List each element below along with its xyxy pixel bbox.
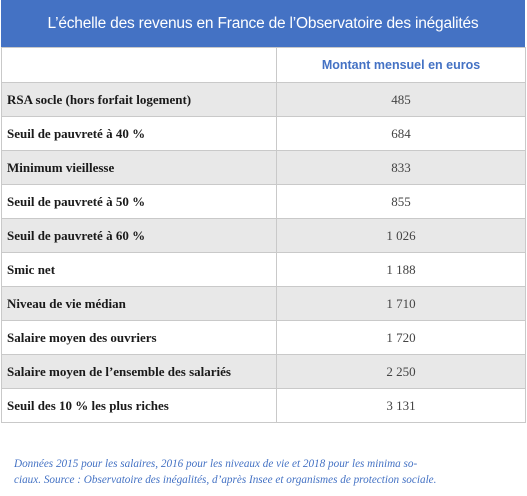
table-row: Smic net 1 188 — [1, 252, 526, 287]
footnote-line: Données 2015 pour les salaires, 2016 pou… — [14, 458, 418, 470]
table-row: Salaire moyen des ouvriers 1 720 — [1, 320, 526, 355]
row-label: Seuil de pauvreté à 60 % — [1, 218, 277, 253]
row-value: 1 188 — [276, 252, 526, 287]
row-value: 855 — [276, 184, 526, 219]
footnote-line: ciaux. Source : Observatoire des inégali… — [14, 474, 437, 486]
row-value: 485 — [276, 82, 526, 117]
table-title: L’échelle des revenus en France de l’Obs… — [1, 0, 525, 47]
table-row: Seuil de pauvreté à 60 % 1 026 — [1, 218, 526, 253]
row-label: Smic net — [1, 252, 277, 287]
table-row: Minimum vieillesse 833 — [1, 150, 526, 185]
row-value: 684 — [276, 116, 526, 151]
row-label: RSA socle (hors forfait logement) — [1, 82, 277, 117]
table-row: Seuil de pauvreté à 50 % 855 — [1, 184, 526, 219]
row-label: Minimum vieillesse — [1, 150, 277, 185]
row-label: Salaire moyen de l’ensemble des salariés — [1, 354, 277, 389]
row-label: Niveau de vie médian — [1, 286, 277, 321]
table-header-row: Montant mensuel en euros — [1, 47, 526, 83]
row-label: Seuil de pauvreté à 50 % — [1, 184, 277, 219]
row-value: 1 710 — [276, 286, 526, 321]
header-label-cell — [1, 47, 277, 83]
row-value: 833 — [276, 150, 526, 185]
table-row: Seuil de pauvreté à 40 % 684 — [1, 116, 526, 151]
row-label: Seuil des 10 % les plus riches — [1, 388, 277, 423]
row-value: 1 720 — [276, 320, 526, 355]
table-row: Seuil des 10 % les plus riches 3 131 — [1, 388, 526, 423]
income-table: Montant mensuel en euros RSA socle (hors… — [1, 47, 526, 423]
row-value: 1 026 — [276, 218, 526, 253]
row-value: 2 250 — [276, 354, 526, 389]
row-label: Seuil de pauvreté à 40 % — [1, 116, 277, 151]
row-value: 3 131 — [276, 388, 526, 423]
header-amount-cell: Montant mensuel en euros — [276, 47, 526, 83]
table-row: Niveau de vie médian 1 710 — [1, 286, 526, 321]
table-row: Salaire moyen de l’ensemble des salariés… — [1, 354, 526, 389]
table-row: RSA socle (hors forfait logement) 485 — [1, 82, 526, 117]
source-footnote: Données 2015 pour les salaires, 2016 pou… — [14, 456, 514, 488]
row-label: Salaire moyen des ouvriers — [1, 320, 277, 355]
